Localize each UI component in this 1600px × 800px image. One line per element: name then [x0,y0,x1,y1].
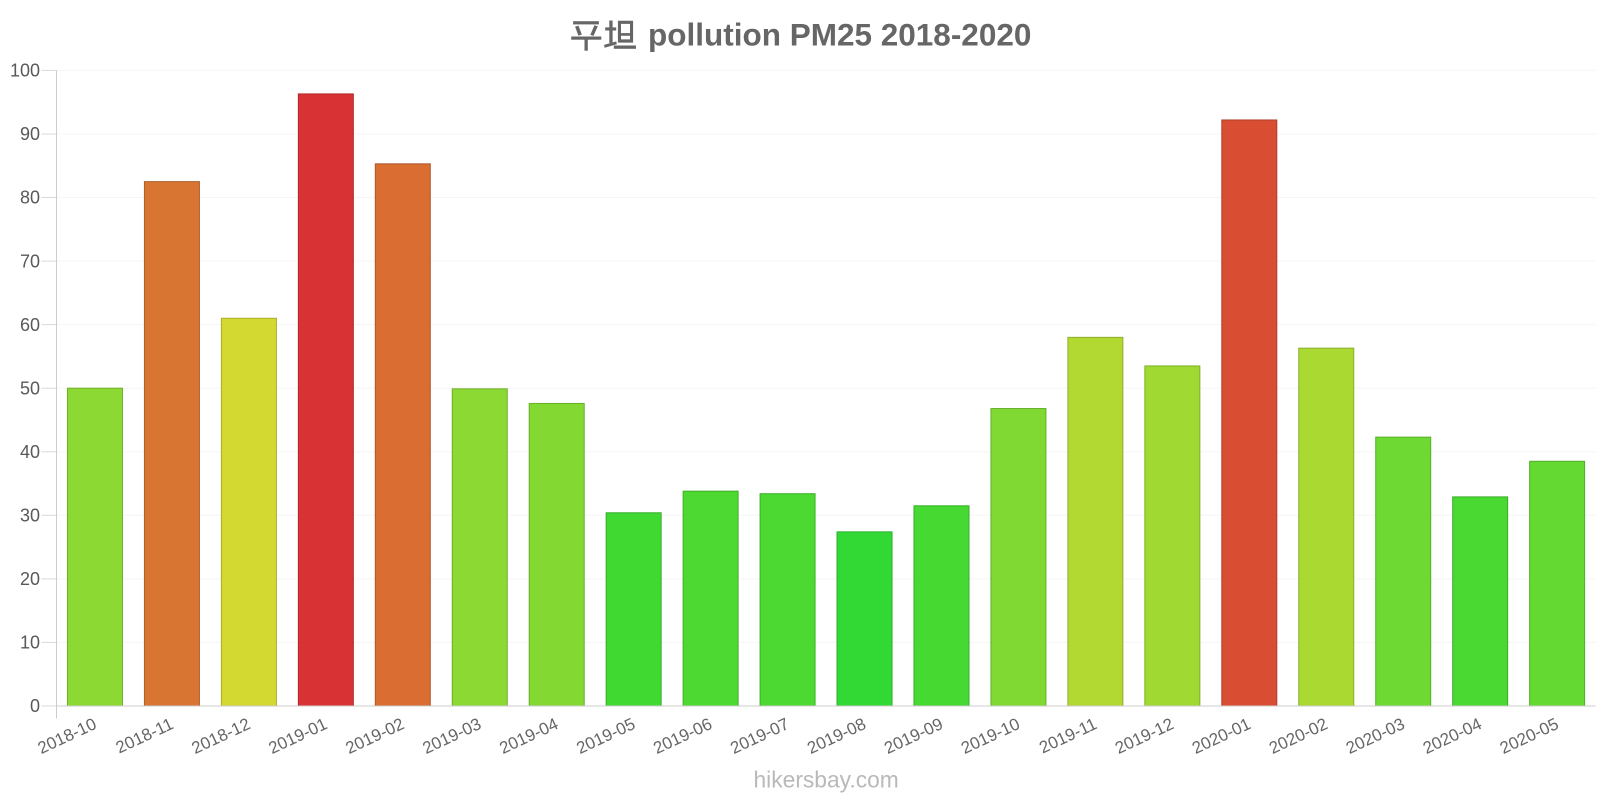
svg-text:50: 50 [20,378,40,398]
svg-text:90: 90 [20,124,40,144]
svg-text:80: 80 [20,188,40,208]
svg-text:0: 0 [30,696,40,716]
svg-text:hikersbay.com: hikersbay.com [754,767,899,793]
svg-text:20: 20 [20,569,40,589]
svg-text:60: 60 [20,315,40,335]
svg-text:40: 40 [20,442,40,462]
svg-text:10: 10 [20,633,40,653]
svg-text:pollution PM25 2018-2020: pollution PM25 2018-2020 [648,17,1031,53]
svg-text:30: 30 [20,506,40,526]
svg-text:100: 100 [10,61,40,81]
svg-text:70: 70 [20,251,40,271]
